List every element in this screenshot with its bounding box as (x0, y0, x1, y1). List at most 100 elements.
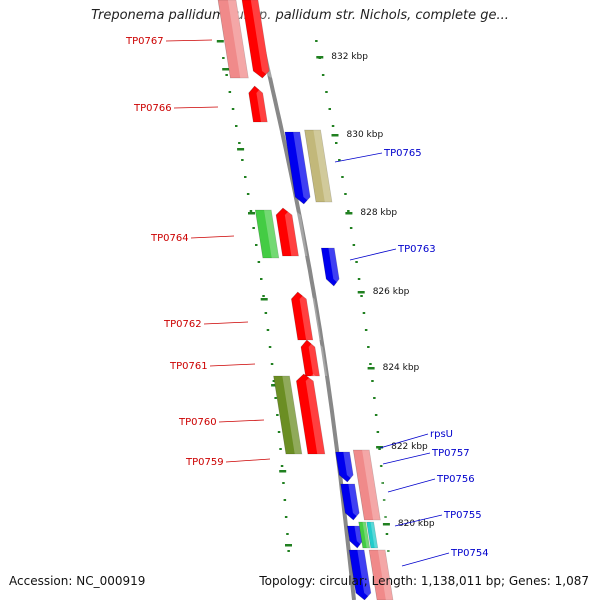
inner-ruler-dot (231, 108, 235, 110)
gene-TP0766-highlight (256, 86, 276, 122)
gene-label-leader (382, 452, 431, 465)
gene-label-leader (218, 419, 265, 423)
gene-label-forward: TP0766 (133, 103, 172, 114)
sequence-backbone (250, 0, 356, 600)
outer-ruler-dot (367, 346, 370, 348)
outer-ruler-dot (381, 482, 384, 484)
gene-label-leader (387, 478, 436, 493)
orf-feature-highlight (227, 0, 259, 78)
outer-ruler-dot (352, 244, 356, 246)
outer-ruler-dot (376, 431, 380, 433)
outer-ruler-dot (325, 91, 328, 93)
gene-TP0767 (241, 0, 270, 79)
outer-ruler-dot (382, 499, 386, 501)
gene-TP0765-highlight (293, 132, 319, 204)
outer-ruler-dot (357, 278, 361, 280)
gene-TP0757 (335, 451, 354, 483)
gene-label-reverse: TP0763 (397, 244, 436, 255)
gene-label-leader (394, 514, 443, 527)
gene-label-reverse: rpsU (430, 429, 453, 440)
inner-ruler-dot (238, 142, 241, 144)
label-layer: TP0767 TP0766 TP0764 TP0762 TP0761 TP0760 TP07… (125, 36, 489, 567)
gene-TP0764-highlight (284, 208, 308, 256)
ruler-tick-label: 820 kbp (398, 519, 435, 529)
gene-label-leader (209, 363, 256, 367)
gene-label-leader (165, 39, 213, 42)
outer-ruler-dot (335, 142, 338, 144)
orf-feature-highlight (282, 376, 311, 454)
ruler-tick-label: 826 kbp (373, 287, 410, 297)
gene-label-forward: TP0761 (169, 361, 208, 372)
gene-TP0766 (248, 85, 268, 123)
gene-TP0764 (275, 207, 299, 257)
outer-ruler-dot (385, 533, 389, 535)
inner-ruler-dot (282, 482, 285, 484)
inner-ruler-dot (287, 550, 290, 552)
ruler-layer: 832 kbp 830 kbp 828 kbp 826 kbp 824 kbp 822 k… (216, 40, 435, 552)
outer-ruler-dot (373, 397, 376, 399)
inner-ruler-dot (270, 363, 274, 365)
gene-label-reverse: TP0754 (450, 548, 489, 559)
ruler-tick-label: 824 kbp (383, 363, 420, 373)
inner-ruler-dot (246, 193, 250, 195)
gene-label-leader (190, 235, 235, 239)
gene-TP0767-highlight (250, 0, 279, 78)
inner-ruler-dot (222, 57, 225, 59)
gene-label-reverse: TP0765 (383, 148, 422, 159)
inner-ruler-dot (264, 312, 268, 314)
inner-ruler-dot (274, 397, 277, 399)
gene-TP0755 (346, 525, 364, 549)
inner-ruler-major-tick (271, 384, 279, 387)
outer-ruler-dot (374, 414, 378, 416)
gene-label-reverse: TP0756 (436, 474, 475, 485)
gene-label-leader (173, 106, 219, 109)
backbone-layer (250, 0, 356, 600)
gene-label-forward: TP0767 (125, 36, 164, 47)
outer-ruler-major-tick (345, 212, 353, 215)
outer-ruler-dot (378, 448, 381, 450)
outer-ruler-major-tick (367, 367, 375, 370)
outer-ruler-dot (362, 312, 366, 314)
inner-ruler-dot (228, 91, 232, 93)
inner-ruler-dot (244, 176, 247, 178)
outer-ruler-dot (369, 363, 372, 365)
inner-ruler-major-tick (248, 212, 255, 215)
gene-TP0763-highlight (328, 248, 347, 286)
gene-label-leader (349, 248, 397, 261)
outer-ruler-dot (387, 550, 390, 552)
gene-label-leader (225, 458, 271, 463)
gene-TP0762-highlight (299, 292, 322, 340)
orf-feature-highlight (370, 522, 382, 548)
gene-label-leader (401, 552, 450, 567)
inner-ruler-dot (255, 244, 258, 246)
outer-ruler-dot (355, 261, 358, 263)
orf-feature-highlight (362, 450, 390, 520)
outer-ruler-dot (331, 125, 335, 127)
gene-label-leader (379, 433, 429, 449)
inner-ruler-dot (266, 329, 270, 331)
inner-ruler-major-tick (285, 544, 292, 547)
gene-TP0761 (300, 339, 320, 377)
gene-label-leader (334, 152, 383, 163)
outer-ruler-major-tick (316, 56, 324, 59)
outer-ruler-dot (315, 40, 318, 42)
inner-ruler-dot (280, 465, 284, 467)
orf-feature (254, 209, 280, 259)
accession-text: Accession: NC_000919 (9, 574, 146, 588)
outer-ruler-dot (341, 176, 344, 178)
gene-label-forward: TP0764 (150, 233, 189, 244)
gene-label-forward: TP0762 (163, 319, 202, 330)
orf-feature (358, 521, 371, 549)
gene-TP0765 (284, 131, 311, 205)
inner-ruler-dot (279, 448, 282, 450)
inner-ruler-major-tick (260, 298, 268, 301)
inner-ruler-dot (268, 346, 272, 348)
inner-ruler-dot (241, 159, 244, 161)
orf-feature (352, 449, 381, 521)
gene-TP0760-highlight (305, 374, 335, 454)
inner-ruler-dot (284, 516, 288, 518)
inner-ruler-dot (225, 74, 228, 76)
gene-label-forward: TP0760 (178, 417, 217, 428)
map-title: Treponema pallidum subsp. pallidum str. … (91, 8, 509, 23)
